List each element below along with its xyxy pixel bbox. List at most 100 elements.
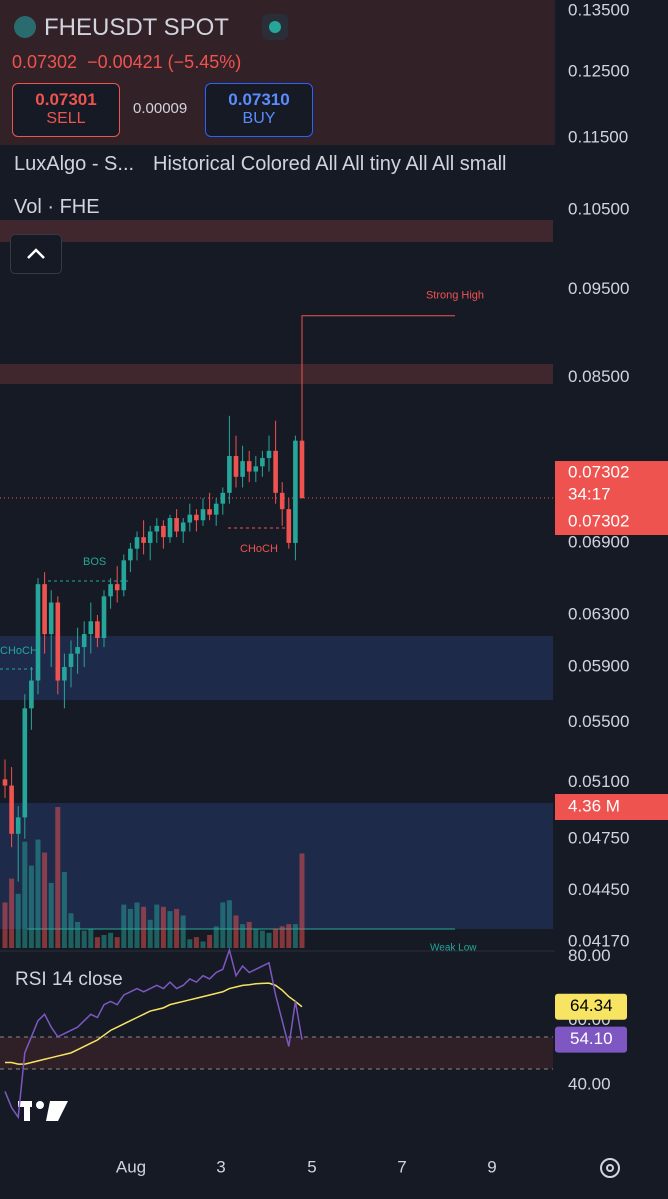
- candle-body: [95, 621, 100, 638]
- volume-bar: [35, 839, 41, 948]
- volume-bar: [68, 913, 74, 948]
- volume-bar: [292, 924, 298, 948]
- volume-bar: [180, 915, 186, 948]
- volume-bar: [141, 906, 147, 948]
- y-tick-label: 0.04170: [568, 931, 629, 950]
- volume-bar: [246, 921, 252, 948]
- candle-body: [147, 531, 153, 543]
- candle-body: [227, 455, 232, 493]
- indicator[interactable]: LuxAlgo - S...: [14, 153, 135, 175]
- candle-body: [253, 466, 259, 472]
- indicator[interactable]: Vol · FHE: [14, 196, 100, 218]
- candle-body: [55, 602, 61, 681]
- candle-body: [167, 518, 173, 538]
- volume-bar: [187, 939, 193, 948]
- volume-bar: [81, 930, 87, 948]
- buy-button[interactable]: 0.07310 BUY: [205, 83, 313, 137]
- volume-bar: [94, 937, 100, 948]
- volume-bar: [22, 841, 28, 948]
- candle-body: [180, 522, 186, 532]
- rsi-ma-label: 64.34: [570, 996, 613, 1015]
- y-tick-label: 0.05100: [568, 772, 629, 791]
- indicator[interactable]: Historical Colored All All tiny All All …: [153, 153, 507, 175]
- volume-bar: [226, 900, 232, 948]
- collapse-button[interactable]: [10, 234, 62, 274]
- volume-bar: [200, 941, 206, 948]
- volume-bar: [127, 908, 133, 948]
- candle-body: [75, 647, 80, 654]
- zone: [0, 803, 553, 929]
- sell-price: 0.07301: [35, 90, 97, 109]
- volume-bar: [61, 872, 67, 948]
- candle-body: [62, 666, 67, 681]
- candle-body: [299, 440, 305, 499]
- annotation: CHoCH: [0, 645, 38, 657]
- volume-bar: [299, 853, 305, 948]
- last-price-box: [555, 461, 668, 512]
- candle-body: [266, 450, 272, 459]
- volume-bar: [266, 932, 272, 948]
- zone: [0, 364, 553, 384]
- candle-body: [29, 680, 34, 709]
- rsi-title: RSI 14 close: [15, 969, 123, 990]
- candle-body: [101, 596, 107, 638]
- candle-body: [240, 461, 245, 477]
- candle-body: [114, 584, 120, 591]
- volume-bar: [55, 807, 61, 948]
- strong-high-line: [301, 315, 455, 499]
- candle-body: [286, 509, 292, 543]
- annotation: CHoCH: [240, 543, 278, 555]
- candle-body: [194, 514, 199, 521]
- sell-label: SELL: [46, 110, 86, 127]
- price: 0.07302: [12, 52, 78, 72]
- candle-body: [273, 450, 278, 493]
- symbol-name: FHEUSDT SPOT: [44, 14, 229, 41]
- symbol[interactable]: FHEUSDT SPOT: [14, 14, 229, 42]
- y-tick-label: 0.12500: [568, 61, 629, 80]
- volume-bar: [233, 915, 239, 948]
- rsi-band: [0, 1037, 553, 1069]
- candle-body: [134, 537, 140, 549]
- candle-body: [213, 503, 219, 515]
- mark-price-box: [555, 509, 668, 536]
- logo: [18, 1101, 68, 1121]
- candle-body: [108, 584, 113, 597]
- candle-body: [42, 584, 47, 635]
- y-tick-label: 0.05900: [568, 656, 629, 675]
- volume-bar: [273, 928, 279, 948]
- x-label: 9: [487, 1157, 496, 1176]
- volume-bar: [253, 928, 259, 948]
- mark-price-label: 0.07302: [568, 512, 629, 531]
- candle-body: [81, 634, 87, 648]
- y-tick-label: 0.10500: [568, 200, 629, 219]
- candle-body: [200, 509, 206, 521]
- candle-body: [68, 653, 74, 667]
- volume-bar: [193, 937, 199, 948]
- candle-body: [233, 455, 239, 477]
- chevron: [27, 248, 45, 259]
- buy-label: BUY: [242, 110, 276, 127]
- volume-bar: [154, 904, 160, 948]
- candle-body: [141, 537, 146, 543]
- volume-bar: [213, 926, 219, 948]
- last-price-label: 0.07302: [568, 463, 629, 482]
- change: −0.00421 (−5.45%): [87, 52, 242, 72]
- volume-bar: [240, 924, 246, 948]
- x-label: 3: [216, 1157, 225, 1176]
- y-tick-label: 0.06300: [568, 604, 629, 623]
- strong-high-label: Strong High: [426, 290, 484, 302]
- settings-button[interactable]: [600, 1158, 620, 1178]
- candle-body: [48, 602, 54, 635]
- volume-bar: [28, 865, 34, 948]
- volume-bar: [147, 919, 153, 948]
- candle-body: [154, 525, 160, 532]
- annotation: BOS: [83, 556, 106, 568]
- rsi-ma-box: [555, 993, 627, 1020]
- sell-button[interactable]: 0.07301 SELL: [12, 83, 120, 137]
- x-label: 7: [397, 1157, 406, 1176]
- volume-label: 4.36 M: [568, 796, 620, 815]
- candle-body: [260, 458, 265, 467]
- zone: [0, 220, 553, 242]
- candle-body: [22, 708, 28, 818]
